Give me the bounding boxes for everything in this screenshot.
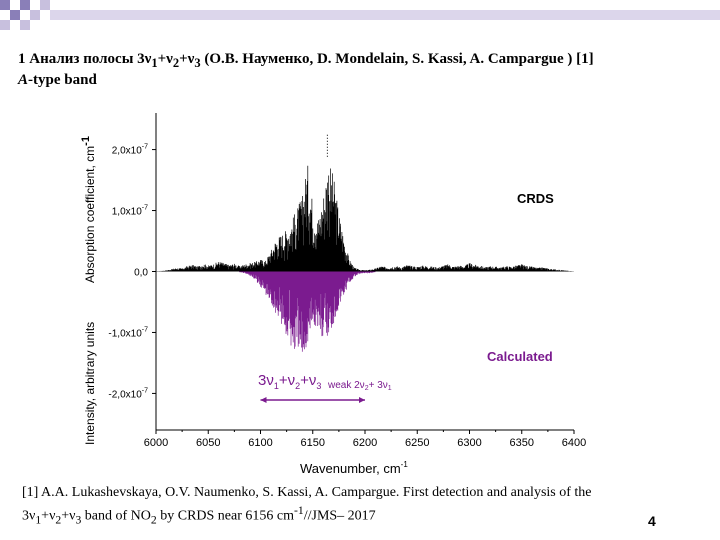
band-label: 3ν1+ν2+ν3: [258, 372, 321, 391]
title-text: 1 Анализ полосы 3ν: [18, 51, 152, 67]
title-authors: (О.В. Науменко, D. Mondelain, S. Kassi, …: [200, 51, 594, 67]
title-sub: 1: [151, 56, 158, 70]
subtitle-italic: A: [18, 72, 29, 88]
reference: [1] A.A. Lukashevskaya, O.V. Naumenko, S…: [22, 484, 692, 529]
x-tick-label: 6000: [144, 437, 168, 449]
page-number: 4: [648, 513, 656, 529]
slide-subtitle: A-type band: [18, 71, 97, 89]
y-tick-label: 2,0x10-7: [112, 144, 148, 157]
slide-decoration: [0, 0, 720, 30]
chart-ticks: 6000 6050 6100 6150 6200 6250 6300 6350 6400 2,0x…: [108, 144, 586, 449]
x-tick-label: 6300: [457, 437, 481, 449]
deco-square-4: [0, 20, 10, 30]
spectrum-chart: 6000 6050 6100 6150 6200 6250 6300 6350 6400 2,0x…: [80, 113, 586, 476]
series-calculated-lines: [239, 271, 376, 352]
reference-line-2: 3ν1+ν2+ν3 band of NO2 by CRDS near 6156 …: [22, 504, 376, 527]
x-tick-label: 6100: [248, 437, 272, 449]
series-crds-lines: [155, 165, 575, 272]
x-axis-label: Wavenumber, cm-1: [300, 460, 408, 476]
deco-square-5: [20, 20, 30, 30]
crds-spectrum: [155, 165, 575, 272]
y-tick-label: -1,0x10-7: [108, 326, 148, 339]
y-axis-label-bottom: Intensity, arbitrary units: [83, 322, 97, 445]
deco-square-6: [30, 10, 40, 20]
crds-label: CRDS: [517, 191, 554, 206]
band-range-arrow: [260, 397, 365, 403]
x-tick-label: 6350: [510, 437, 534, 449]
title-text: +ν: [157, 51, 173, 67]
title-sub: 2: [172, 56, 180, 70]
x-tick-label: 6200: [353, 437, 377, 449]
y-tick-label: 0,0: [134, 268, 148, 279]
x-tick-label: 6250: [405, 437, 429, 449]
reference-line-1: [1] A.A. Lukashevskaya, O.V. Naumenko, S…: [22, 485, 592, 500]
calculated-label: Calculated: [487, 349, 553, 364]
arrow-head-left: [260, 397, 267, 403]
weak-band-label: weak 2ν2+ 3ν1: [327, 380, 392, 392]
y-axis-label-top: Absorption coefficient, cm-1: [80, 136, 97, 283]
deco-bar: [50, 10, 720, 20]
title-text: +ν: [179, 51, 195, 67]
deco-square-2: [10, 10, 20, 20]
deco-square-7: [40, 0, 50, 10]
x-tick-label: 6150: [301, 437, 325, 449]
subtitle-text: -type band: [28, 72, 97, 88]
y-tick-label: 1,0x10-7: [112, 205, 148, 218]
x-tick-label: 6050: [196, 437, 220, 449]
arrow-head-right: [359, 397, 365, 403]
slide-title: 1 Анализ полосы 3ν1+ν2+ν3 (О.В. Науменко…: [18, 50, 594, 72]
calculated-spectrum: [239, 271, 376, 352]
deco-square-3: [20, 0, 30, 10]
deco-square-1: [0, 0, 10, 10]
y-tick-label: -2,0x10-7: [108, 387, 148, 400]
title-sub: 3: [194, 56, 201, 70]
x-tick-label: 6400: [562, 437, 586, 449]
